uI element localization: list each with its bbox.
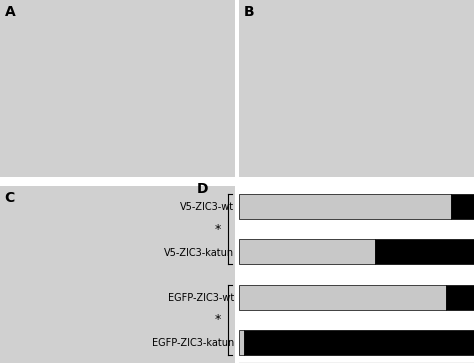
Text: B: B — [244, 5, 255, 19]
Text: *: * — [214, 313, 220, 326]
Text: A: A — [5, 5, 16, 19]
Text: D: D — [197, 182, 209, 196]
Bar — [239, 194, 450, 219]
Bar — [375, 239, 474, 264]
Bar — [446, 285, 474, 310]
Bar — [239, 285, 446, 310]
Text: *: * — [214, 223, 220, 236]
Bar — [239, 330, 244, 355]
Bar — [450, 194, 474, 219]
Text: C: C — [5, 191, 15, 205]
Bar — [239, 239, 375, 264]
Bar — [244, 330, 474, 355]
